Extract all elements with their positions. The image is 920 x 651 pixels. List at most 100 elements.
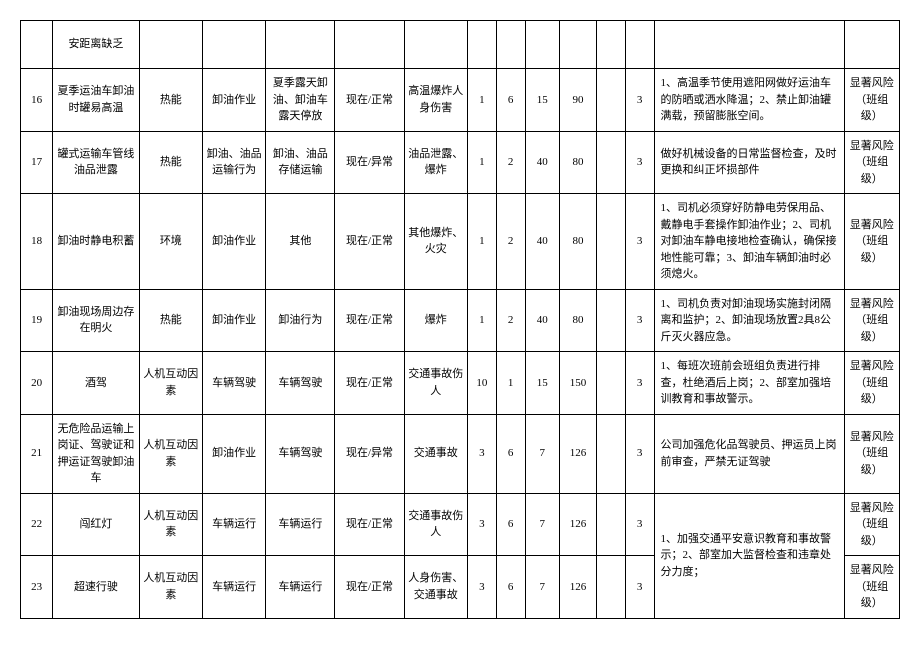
cell-n4: 126: [560, 414, 597, 493]
header-cell: [467, 21, 496, 69]
table-row: 17罐式运输车管线油品泄露热能卸油、油品运输行为卸油、油品存储运输现在/异常油品…: [21, 131, 900, 194]
header-cell: [139, 21, 202, 69]
cell-n5: 3: [625, 194, 654, 290]
cell-status: 现在/正常: [335, 556, 404, 619]
cell-idx: 23: [21, 556, 53, 619]
cell-factor: 热能: [139, 69, 202, 132]
table-row: 21无危险品运输上岗证、驾驶证和押运证驾驶卸油车人机互动因素卸油作业车辆驾驶现在…: [21, 414, 900, 493]
cell-n1: 3: [467, 493, 496, 556]
header-cell: [496, 21, 525, 69]
cell-activity: 车辆运行: [203, 556, 266, 619]
cell-status: 现在/正常: [335, 289, 404, 352]
cell-n4: 126: [560, 493, 597, 556]
cell-n5: 3: [625, 493, 654, 556]
cell-desc: 罐式运输车管线油品泄露: [53, 131, 139, 194]
table-row: 20酒驾人机互动因素车辆驾驶车辆驾驶现在/正常交通事故伤人1011515031、…: [21, 352, 900, 415]
cell-consequence: 交通事故: [404, 414, 467, 493]
cell-measure: 公司加强危化品驾驶员、押运员上岗前审查，严禁无证驾驶: [654, 414, 844, 493]
cell-n5: 3: [625, 69, 654, 132]
cell-scene: 其他: [266, 194, 335, 290]
cell-activity: 卸油作业: [203, 414, 266, 493]
cell-level: 显著风险（班组级）: [844, 289, 899, 352]
cell-n3: 7: [525, 414, 560, 493]
cell-n5: 3: [625, 414, 654, 493]
header-cell: [525, 21, 560, 69]
header-cell: [335, 21, 404, 69]
cell-desc: 卸油现场周边存在明火: [53, 289, 139, 352]
cell-n2: 6: [496, 556, 525, 619]
cell-factor: 热能: [139, 289, 202, 352]
cell-factor: 人机互动因素: [139, 414, 202, 493]
table-row: 18卸油时静电积蓄环境卸油作业其他现在/正常其他爆炸、火灾12408031、司机…: [21, 194, 900, 290]
cell-scene: 卸油行为: [266, 289, 335, 352]
cell-n3: 40: [525, 131, 560, 194]
cell-scene: 车辆运行: [266, 556, 335, 619]
header-cell: [654, 21, 844, 69]
header-cell: [266, 21, 335, 69]
header-cell: [596, 21, 625, 69]
cell-consequence: 人身伤害、交通事故: [404, 556, 467, 619]
cell-n1: 1: [467, 289, 496, 352]
cell-measure: 1、每班次班前会班组负责进行排查，杜绝酒后上岗；2、部室加强培训教育和事故警示。: [654, 352, 844, 415]
cell-n4: 80: [560, 289, 597, 352]
cell-scene: 车辆驾驶: [266, 414, 335, 493]
cell-idx: 21: [21, 414, 53, 493]
cell-n3: 40: [525, 289, 560, 352]
cell-n5: 3: [625, 289, 654, 352]
cell-scene: 卸油、油品存储运输: [266, 131, 335, 194]
cell-activity: 车辆驾驶: [203, 352, 266, 415]
risk-table: 安距离缺乏16夏季运油车卸油时罐易高温热能卸油作业夏季露天卸油、卸油车露天停放现…: [20, 20, 900, 619]
header-cell: [560, 21, 597, 69]
cell-activity: 车辆运行: [203, 493, 266, 556]
cell-spacer: [596, 352, 625, 415]
cell-desc: 超速行驶: [53, 556, 139, 619]
cell-status: 现在/异常: [335, 131, 404, 194]
header-cell: [203, 21, 266, 69]
cell-spacer: [596, 69, 625, 132]
cell-activity: 卸油、油品运输行为: [203, 131, 266, 194]
cell-measure: 做好机械设备的日常监督检查，及时更换和纠正坏损部件: [654, 131, 844, 194]
cell-spacer: [596, 131, 625, 194]
cell-scene: 车辆驾驶: [266, 352, 335, 415]
cell-consequence: 交通事故伤人: [404, 352, 467, 415]
cell-measure: 1、加强交通平安意识教育和事故警示；2、部室加大监督检查和违章处分力度；: [654, 493, 844, 618]
cell-n3: 15: [525, 352, 560, 415]
header-cell: [21, 21, 53, 69]
cell-n1: 1: [467, 131, 496, 194]
cell-consequence: 油品泄露、爆炸: [404, 131, 467, 194]
cell-n1: 1: [467, 69, 496, 132]
cell-n4: 90: [560, 69, 597, 132]
header-cell: [625, 21, 654, 69]
cell-spacer: [596, 414, 625, 493]
cell-activity: 卸油作业: [203, 194, 266, 290]
cell-activity: 卸油作业: [203, 69, 266, 132]
cell-scene: 车辆运行: [266, 493, 335, 556]
cell-n4: 126: [560, 556, 597, 619]
cell-n3: 7: [525, 556, 560, 619]
cell-level: 显著风险（班组级）: [844, 352, 899, 415]
cell-factor: 人机互动因素: [139, 556, 202, 619]
cell-n1: 1: [467, 194, 496, 290]
cell-n5: 3: [625, 556, 654, 619]
cell-idx: 19: [21, 289, 53, 352]
cell-idx: 18: [21, 194, 53, 290]
cell-measure: 1、司机负责对卸油现场实施封闭隔离和监护；2、卸油现场放置2具8公斤灭火器应急。: [654, 289, 844, 352]
cell-idx: 16: [21, 69, 53, 132]
cell-level: 显著风险（班组级）: [844, 556, 899, 619]
table-row: 16夏季运油车卸油时罐易高温热能卸油作业夏季露天卸油、卸油车露天停放现在/正常高…: [21, 69, 900, 132]
cell-n1: 3: [467, 556, 496, 619]
cell-idx: 17: [21, 131, 53, 194]
cell-status: 现在/异常: [335, 414, 404, 493]
cell-status: 现在/正常: [335, 194, 404, 290]
cell-measure: 1、高温季节使用遮阳网做好运油车的防晒或洒水降温；2、禁止卸油罐满载，预留膨胀空…: [654, 69, 844, 132]
cell-idx: 20: [21, 352, 53, 415]
table-row: 19卸油现场周边存在明火热能卸油作业卸油行为现在/正常爆炸12408031、司机…: [21, 289, 900, 352]
cell-n2: 6: [496, 69, 525, 132]
cell-n4: 80: [560, 131, 597, 194]
cell-spacer: [596, 289, 625, 352]
header-cell: [844, 21, 899, 69]
cell-n2: 6: [496, 493, 525, 556]
cell-n2: 6: [496, 414, 525, 493]
cell-spacer: [596, 194, 625, 290]
cell-status: 现在/正常: [335, 352, 404, 415]
